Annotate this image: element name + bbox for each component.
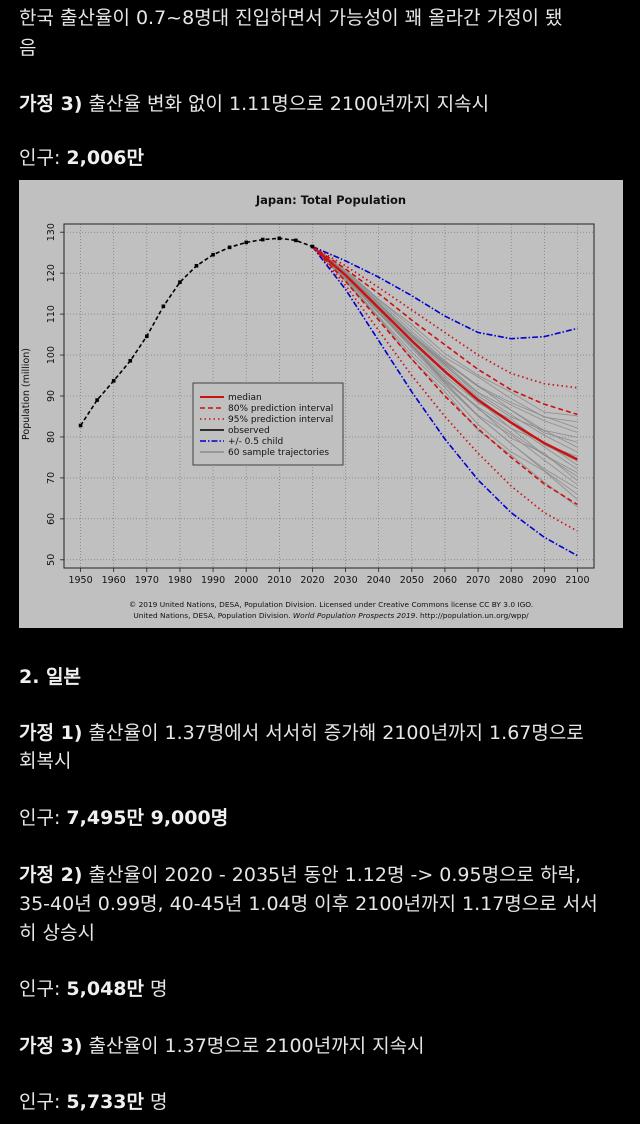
x-tick-label: 2000: [234, 575, 258, 586]
observed-point: [211, 252, 215, 257]
legend-pi80: 80% prediction interval: [228, 404, 333, 414]
x-tick-label: 2090: [532, 575, 556, 586]
korea-assumption-3: 가정 3) 출산율 변화 없이 1.11명으로 2100년까지 지속시: [19, 91, 626, 117]
legend-median: median: [228, 393, 262, 403]
y-tick-label: 90: [46, 390, 57, 402]
legend-half-child: +/- 0.5 child: [228, 437, 283, 447]
median-line: [311, 245, 578, 461]
sample-trajectory-line: [312, 246, 578, 486]
x-tick-label: 2080: [499, 575, 523, 586]
observed-point: [194, 263, 199, 268]
x-tick-label: 1960: [102, 575, 126, 586]
observed-point: [227, 245, 232, 250]
y-tick-label: 110: [46, 305, 57, 323]
population-value: 5,733만: [66, 1091, 144, 1113]
x-tick-label: 1980: [168, 575, 192, 586]
x-tick-label: 1970: [135, 575, 159, 586]
observed-point: [128, 358, 133, 363]
x-tick-label: 1990: [201, 575, 225, 586]
japan-assumption-1-line-1: 가정 1) 출산율이 1.37명에서 서서히 증가해 2100년까지 1.67명…: [19, 722, 584, 744]
japan-assumption-2-line-2: 35-40년 0.99명, 40-45년 1.04명 이후 2100년까지 1.…: [19, 893, 598, 915]
x-tick-label: 2100: [565, 575, 589, 586]
y-tick-label: 100: [46, 346, 57, 364]
x-tick-label: 2030: [333, 575, 357, 586]
chart-y-axis-label: Population (million): [21, 348, 32, 440]
legend-observed: observed: [228, 426, 270, 436]
population-value: 5,048만: [66, 978, 144, 1000]
intro-line-2: 음: [19, 37, 37, 59]
japan-assumption-2-line-3: 히 상승시: [19, 922, 95, 944]
observed-point: [95, 398, 99, 402]
assumption-label: 가정 2): [19, 864, 83, 886]
x-tick-label: 2070: [466, 575, 490, 586]
assumption-text: 출산율 변화 없이 1.11명으로 2100년까지 지속시: [82, 93, 490, 115]
japan-population-1: 인구: 7,495만 9,000명: [19, 807, 229, 829]
population-value: 7,495만 9,000명: [66, 807, 229, 829]
assumption-label: 가정 1): [19, 722, 83, 744]
japan-assumption-3: 가정 3) 출산율이 1.37명으로 2100년까지 지속시: [19, 1035, 425, 1057]
x-tick-label: 2060: [433, 575, 457, 586]
observed-point: [78, 423, 83, 428]
x-tick-label: 2010: [267, 575, 291, 586]
sample-trajectory-line: [312, 246, 578, 417]
population-value: 2,006만: [66, 147, 144, 169]
observed-point: [294, 238, 298, 243]
japan-heading: 2. 일본: [19, 666, 82, 688]
sample-trajectory-line: [312, 246, 578, 495]
half-child-lower-line: [311, 246, 578, 557]
sample-trajectory-line: [312, 246, 578, 482]
chart-svg: Japan: Total Population Population (mill…: [21, 193, 595, 620]
x-tick-label: 2050: [400, 575, 424, 586]
y-tick-label: 50: [46, 554, 57, 566]
intro-line-1: 한국 출산율이 0.7~8명대 진입하면서 가능성이 꽤 올라간 가정이 됐: [19, 7, 563, 29]
x-tick-label: 2020: [300, 575, 324, 586]
assumption-label: 가정 3): [19, 1035, 83, 1057]
chart-legend: median 80% prediction interval 95% predi…: [192, 382, 344, 466]
half-child-upper-line: [312, 245, 578, 340]
legend-pi95: 95% prediction interval: [228, 415, 333, 425]
chart-title: Japan: Total Population: [255, 193, 406, 207]
y-tick-label: 120: [46, 264, 57, 282]
sample-trajectory-line: [312, 246, 578, 423]
pi80-lower-line: [311, 245, 578, 506]
japan-assumption-1-line-2: 회복시: [19, 750, 72, 772]
chart-credit-line-2: United Nations, DESA, Population Divisio…: [133, 611, 529, 620]
legend-samples: 60 sample trajectories: [228, 448, 329, 458]
observed-point: [161, 304, 166, 309]
x-tick-label: 1950: [68, 575, 92, 586]
korea-population-3: 인구: 2,006만: [19, 147, 144, 169]
observed-point: [145, 334, 149, 339]
sample-trajectory-line: [312, 246, 578, 474]
sample-trajectory-line: [312, 246, 578, 433]
pi95-upper-line: [311, 245, 578, 389]
chart-credit-line-1: © 2019 United Nations, DESA, Population …: [129, 600, 533, 609]
y-tick-label: 130: [46, 223, 57, 241]
observed-point: [244, 240, 248, 245]
population-chart: Japan: Total Population Population (mill…: [19, 180, 623, 628]
japan-population-3: 인구: 5,733만 명: [19, 1091, 168, 1113]
observed-point: [178, 280, 182, 284]
x-tick-label: 2040: [367, 575, 391, 586]
observed-point: [277, 236, 282, 241]
y-tick-label: 80: [46, 431, 57, 443]
assumption-label: 가정 3): [19, 93, 83, 115]
observed-point: [260, 237, 265, 242]
y-tick-label: 60: [46, 513, 57, 525]
y-tick-label: 70: [46, 472, 57, 484]
japan-population-2: 인구: 5,048만 명: [19, 978, 168, 1000]
japan-assumption-2-line-1: 가정 2) 출산율이 2020 - 2035년 동안 1.12명 -> 0.95…: [19, 864, 582, 886]
observed-point: [111, 379, 116, 383]
observed-point: [310, 244, 315, 249]
